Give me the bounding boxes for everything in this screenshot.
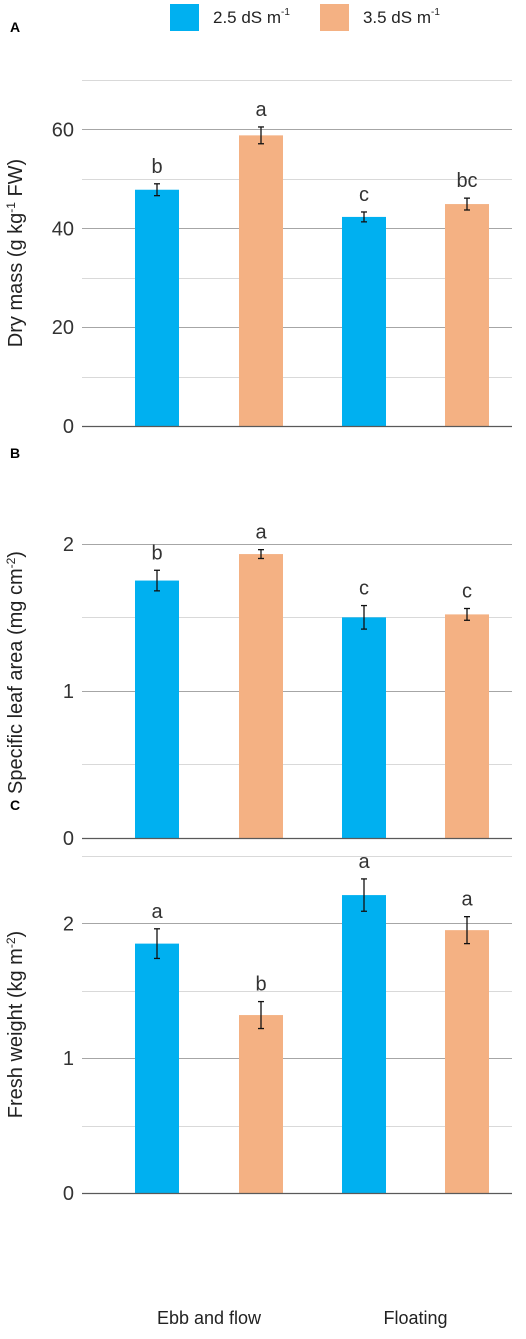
significance-label-c: b (255, 974, 266, 996)
panel-letter-a: A (10, 19, 20, 35)
significance-label-c: a (461, 889, 473, 911)
bar-b-2-1 (239, 554, 283, 838)
legend-swatch-series-2 (319, 4, 349, 31)
y-tick-label-b: 1 (63, 681, 74, 703)
bar-b-1-2 (342, 617, 386, 838)
y-tick-label-a: 0 (63, 416, 74, 438)
y-axis-label-b: Specific leaf area (mg cm-2) (4, 551, 27, 794)
significance-label-c: a (151, 901, 163, 923)
bar-c-1-1 (135, 943, 179, 1193)
x-category-label: Ebb and flow (157, 1308, 262, 1328)
bar-c-1-2 (342, 895, 386, 1193)
bar-a-2-1 (239, 135, 283, 427)
legend-swatch-series-1 (170, 4, 199, 31)
bar-a-1-2 (342, 216, 386, 426)
significance-label-b: c (462, 581, 472, 603)
bar-b-2-2 (445, 614, 489, 838)
y-tick-label-a: 40 (52, 218, 74, 240)
bar-a-2-2 (445, 204, 489, 426)
x-category-label: Floating (383, 1308, 447, 1328)
significance-label-b: c (359, 578, 369, 600)
legend-label-series-1: 2.5 dS m-1 (213, 6, 290, 27)
y-tick-label-c: 2 (63, 913, 74, 935)
significance-label-c: a (358, 851, 370, 873)
y-tick-label-b: 0 (63, 828, 74, 850)
bar-c-2-2 (445, 930, 489, 1193)
y-tick-label-a: 20 (52, 317, 74, 339)
y-axis-label-a: Dry mass (g kg-1 FW) (4, 159, 27, 347)
significance-label-b: a (255, 522, 267, 544)
legend-item-series-2: 3.5 dS m-1 (319, 4, 440, 31)
significance-label-b: b (151, 542, 162, 564)
y-tick-label-c: 0 (63, 1183, 74, 1205)
bar-c-2-1 (239, 1015, 283, 1193)
y-tick-label-c: 1 (63, 1048, 74, 1070)
y-axis-label-c: Fresh weight (kg m-2) (4, 931, 27, 1118)
legend: 2.5 dS m-1 3.5 dS m-1 (170, 4, 470, 31)
significance-label-a: c (359, 184, 369, 206)
legend-label-series-2: 3.5 dS m-1 (362, 6, 440, 27)
panel-letter-b: B (10, 445, 20, 461)
bar-a-1-1 (135, 189, 179, 426)
bar-b-1-1 (135, 580, 179, 838)
y-tick-label-b: 2 (63, 534, 74, 556)
significance-label-a: bc (456, 170, 477, 192)
y-tick-label-a: 60 (52, 119, 74, 141)
significance-label-a: a (255, 99, 267, 121)
panel-letter-c: C (10, 797, 20, 813)
legend-item-series-1: 2.5 dS m-1 (170, 4, 290, 31)
significance-label-a: b (151, 156, 162, 178)
